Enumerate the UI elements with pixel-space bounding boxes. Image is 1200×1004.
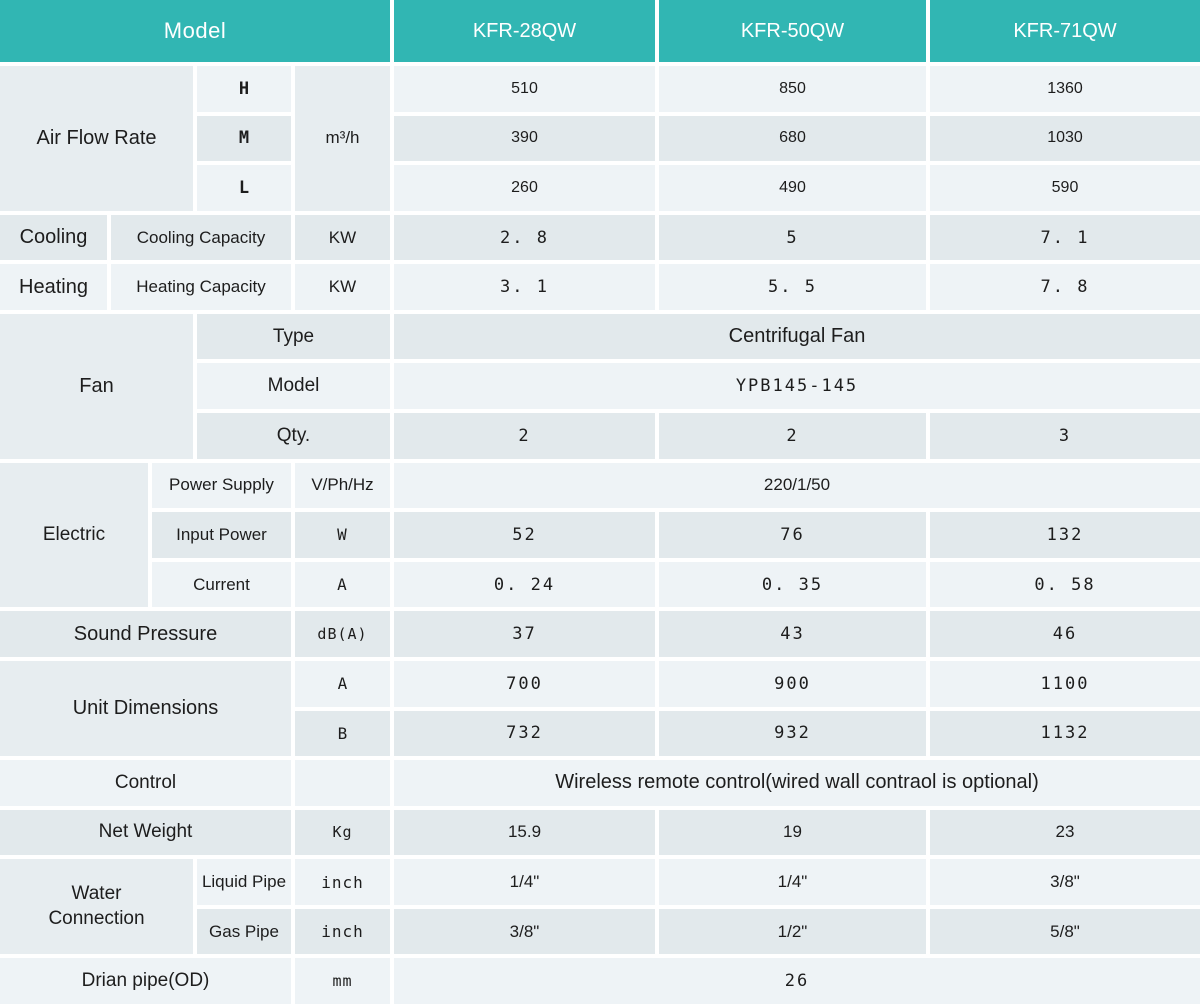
sound-pressure-value-3: 46 (930, 611, 1200, 657)
gas-pipe-value-2: 1/2" (659, 908, 926, 955)
fan-type-label: Type (197, 313, 390, 360)
water-connection-label: Water Connection (0, 859, 193, 955)
control-unit-cell-empty (295, 760, 390, 806)
liquid-pipe-label: Liquid Pipe (197, 859, 291, 905)
gas-pipe-value-1: 3/8" (394, 908, 655, 955)
airflow-l-value-1: 260 (394, 165, 655, 211)
heating-unit: KW (295, 264, 390, 310)
gas-pipe-label: Gas Pipe (197, 908, 291, 955)
airflow-l-value-2: 490 (659, 165, 926, 211)
header-model-kfr50qw: KFR-50QW (659, 0, 926, 62)
drain-pipe-value: 26 (394, 958, 1200, 1004)
airflow-l-value-3: 590 (930, 165, 1200, 211)
net-weight-value-1: 15.9 (394, 809, 655, 856)
gas-pipe-value-3: 5/8" (930, 908, 1200, 955)
control-value: Wireless remote control(wired wall contr… (394, 760, 1200, 806)
fan-type-value: Centrifugal Fan (394, 313, 1200, 360)
net-weight-value-2: 19 (659, 809, 926, 856)
header-model-kfr71qw: KFR-71QW (930, 0, 1200, 62)
drain-pipe-label: Drian pipe(OD) (0, 958, 291, 1004)
dimension-a-value-2: 900 (659, 660, 926, 707)
airflow-m-value-1: 390 (394, 115, 655, 162)
power-supply-label: Power Supply (152, 462, 291, 509)
dimensions-label: Unit Dimensions (0, 660, 291, 757)
current-label: Current (152, 561, 291, 608)
fan-qty-value-3: 3 (930, 413, 1200, 459)
liquid-pipe-unit: inch (295, 859, 390, 905)
net-weight-value-3: 23 (930, 809, 1200, 856)
drain-pipe-unit: mm (295, 958, 390, 1004)
dimension-b-value-2: 932 (659, 710, 926, 757)
airflow-h-value-2: 850 (659, 66, 926, 112)
net-weight-label: Net Weight (0, 809, 291, 856)
current-value-3: 0. 58 (930, 561, 1200, 608)
fan-label: Fan (0, 313, 193, 459)
header-model-kfr28qw: KFR-28QW (394, 0, 655, 62)
input-power-value-3: 132 (930, 512, 1200, 558)
cooling-value-2: 5 (659, 214, 926, 261)
cooling-value-3: 7. 1 (930, 214, 1200, 261)
airflow-speed-h: H (197, 66, 291, 112)
power-supply-value: 220/1/50 (394, 462, 1200, 509)
dimension-a-value-1: 700 (394, 660, 655, 707)
airflow-m-value-2: 680 (659, 115, 926, 162)
sound-pressure-value-1: 37 (394, 611, 655, 657)
dimension-b-label: B (295, 710, 390, 757)
current-value-1: 0. 24 (394, 561, 655, 608)
cooling-label: Cooling (0, 214, 107, 261)
input-power-value-1: 52 (394, 512, 655, 558)
cooling-value-1: 2. 8 (394, 214, 655, 261)
airflow-m-value-3: 1030 (930, 115, 1200, 162)
net-weight-unit: Kg (295, 809, 390, 856)
sound-pressure-value-2: 43 (659, 611, 926, 657)
dimension-b-value-3: 1132 (930, 710, 1200, 757)
cooling-unit: KW (295, 214, 390, 261)
heating-capacity-label: Heating Capacity (111, 264, 291, 310)
liquid-pipe-value-3: 3/8" (930, 859, 1200, 905)
input-power-label: Input Power (152, 512, 291, 558)
current-value-2: 0. 35 (659, 561, 926, 608)
electric-label: Electric (0, 462, 148, 608)
fan-model-value: YPB145-145 (394, 363, 1200, 410)
fan-qty-label: Qty. (197, 413, 390, 459)
airflow-h-value-1: 510 (394, 66, 655, 112)
heating-value-2: 5. 5 (659, 264, 926, 310)
airflow-speed-m: M (197, 115, 291, 162)
input-power-value-2: 76 (659, 512, 926, 558)
cooling-capacity-label: Cooling Capacity (111, 214, 291, 261)
liquid-pipe-value-1: 1/4" (394, 859, 655, 905)
power-supply-unit: V/Ph/Hz (295, 462, 390, 509)
dimension-a-label: A (295, 660, 390, 707)
airflow-label: Air Flow Rate (0, 66, 193, 211)
fan-qty-value-1: 2 (394, 413, 655, 459)
heating-label: Heating (0, 264, 107, 310)
airflow-h-value-3: 1360 (930, 66, 1200, 112)
current-unit: A (295, 561, 390, 608)
header-model-label: Model (0, 0, 390, 62)
liquid-pipe-value-2: 1/4" (659, 859, 926, 905)
dimension-b-value-1: 732 (394, 710, 655, 757)
fan-qty-value-2: 2 (659, 413, 926, 459)
input-power-unit: W (295, 512, 390, 558)
sound-pressure-unit: dB(A) (295, 611, 390, 657)
gas-pipe-unit: inch (295, 908, 390, 955)
airflow-unit: m³/h (295, 66, 390, 211)
heating-value-1: 3. 1 (394, 264, 655, 310)
heating-value-3: 7. 8 (930, 264, 1200, 310)
sound-pressure-label: Sound Pressure (0, 611, 291, 657)
control-label: Control (0, 760, 291, 806)
fan-model-label: Model (197, 363, 390, 410)
airflow-speed-l: L (197, 165, 291, 211)
dimension-a-value-3: 1100 (930, 660, 1200, 707)
